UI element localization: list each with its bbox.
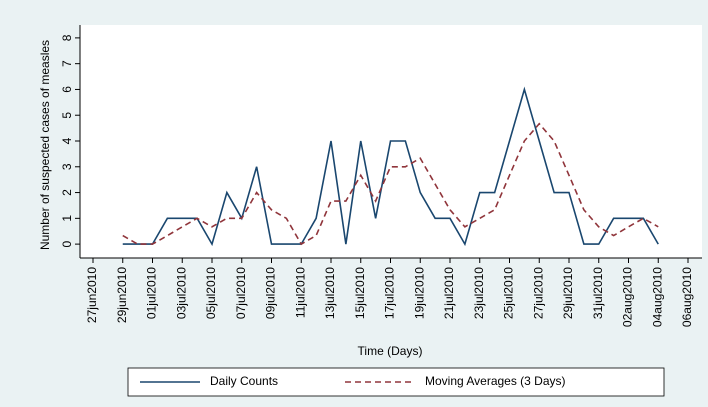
series-line [122,86,659,247]
y-tick-label: 8 [60,34,74,41]
x-tick-label: 05jul2010 [204,267,218,319]
y-tick-label: 5 [60,112,74,119]
y-tick-label: 7 [60,60,74,67]
y-tick-label: 4 [60,137,74,144]
y-tick-label: 2 [60,189,74,196]
x-tick-label: 11jul2010 [293,267,307,318]
x-tick-label: 09jul2010 [264,267,278,319]
y-tick-label: 6 [60,86,74,93]
x-tick-label: 29jun2010 [115,267,129,323]
y-tick-label: 3 [60,163,74,170]
x-tick-label: 23jul2010 [472,267,486,319]
x-tick-label: 02aug2010 [621,267,635,327]
y-tick-label: 1 [60,215,74,222]
x-tick-label: 25jul2010 [502,267,516,319]
x-tick-label: 03jul2010 [174,267,188,319]
x-tick-label: 15jul2010 [353,267,367,319]
x-tick-label: 17jul2010 [383,267,397,319]
x-axis-title: Time (Days) [358,344,423,358]
x-tick-label: 04aug2010 [650,267,664,327]
x-tick-label: 27jun2010 [85,267,99,323]
x-tick-label: 07jul2010 [234,267,248,319]
x-tick-label: 19jul2010 [412,267,426,319]
x-tick-label: 01jul2010 [145,267,159,319]
legend-label: Moving Averages (3 Days) [425,374,566,388]
x-tick-label: 31jul2010 [591,267,605,319]
x-tick-label: 27jul2010 [531,267,545,319]
y-tick-label: 0 [60,240,74,247]
legend-label: Daily Counts [210,374,278,388]
x-tick-label: 29jul2010 [561,267,575,319]
x-tick-label: 13jul2010 [323,267,337,319]
x-tick-label: 06aug2010 [680,267,694,327]
series-line [122,122,659,246]
x-tick-label: 21jul2010 [442,267,456,319]
y-axis-title: Number of suspected cases of measles [38,40,52,250]
